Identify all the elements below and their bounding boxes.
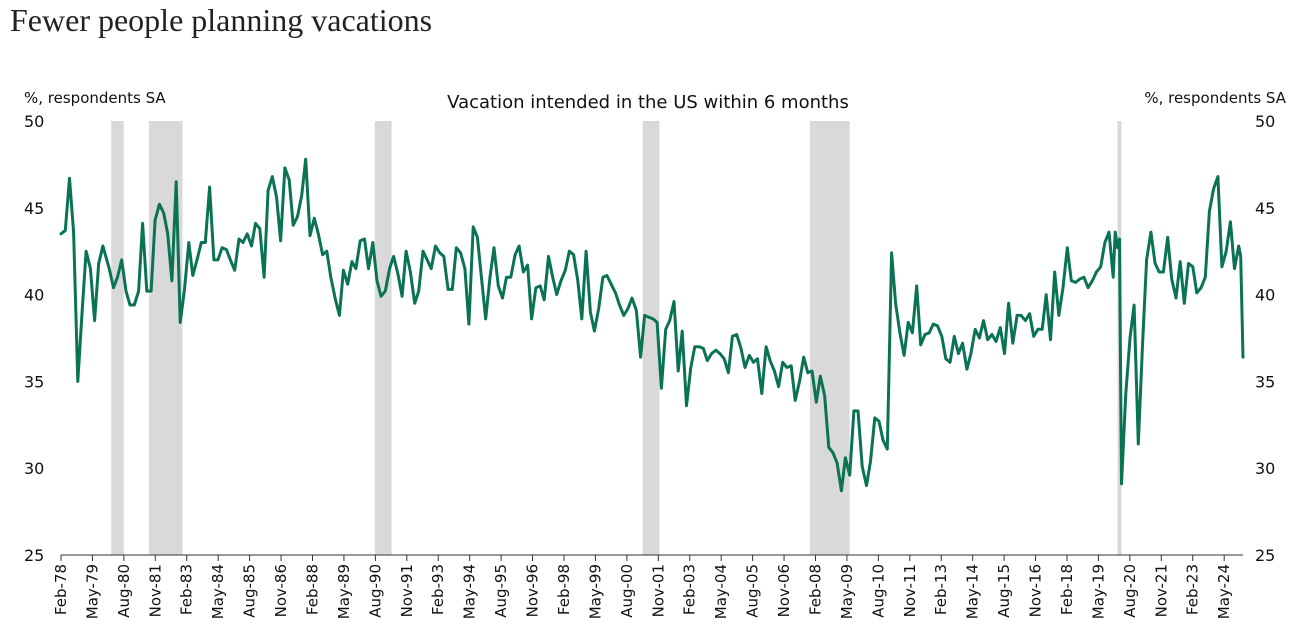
x-tick-label: Aug-85 — [241, 564, 259, 618]
x-tick-label: May-19 — [1089, 564, 1107, 619]
recession-band-4 — [642, 121, 660, 555]
x-tick-label: May-89 — [335, 564, 353, 619]
y-tick-right-50: 50 — [1255, 112, 1275, 131]
x-tick-label: Aug-80 — [115, 564, 133, 618]
left-axis-unit: %, respondents SA — [24, 89, 166, 107]
x-tick-label: Feb-13 — [932, 564, 950, 615]
x-tick-label: Nov-06 — [775, 564, 793, 617]
y-tick-left-25: 25 — [24, 546, 44, 565]
recession-band-1 — [111, 121, 124, 555]
y-tick-left-45: 45 — [24, 199, 44, 218]
x-tick-label: Nov-11 — [901, 564, 919, 617]
y-tick-left-40: 40 — [24, 286, 44, 305]
right-axis-unit: %, respondents SA — [1144, 89, 1286, 107]
x-tick-label: Aug-20 — [1121, 564, 1139, 618]
x-tick-label: May-94 — [461, 564, 479, 619]
y-tick-right-25: 25 — [1255, 546, 1275, 565]
x-tick-label: Feb-03 — [681, 564, 699, 615]
y-tick-right-45: 45 — [1255, 199, 1275, 218]
x-tick-label: Nov-81 — [146, 564, 164, 617]
y-tick-left-35: 35 — [24, 372, 44, 391]
x-tick-label: Aug-05 — [744, 564, 762, 618]
recession-band-5 — [810, 121, 850, 555]
x-tick-label: Aug-10 — [869, 564, 887, 618]
x-tick-label: Feb-23 — [1184, 564, 1202, 615]
recession-band-3 — [374, 121, 392, 555]
x-tick-label: May-14 — [964, 564, 982, 619]
x-tick-label: Nov-86 — [272, 564, 290, 617]
recession-bands — [111, 121, 1122, 555]
x-tick-label: Aug-15 — [995, 564, 1013, 618]
x-tick-label: Feb-18 — [1058, 564, 1076, 615]
y-tick-right-30: 30 — [1255, 459, 1275, 478]
x-tick-label: Aug-95 — [492, 564, 510, 618]
x-tick-label: Feb-93 — [429, 564, 447, 615]
x-tick-label: Feb-88 — [303, 564, 321, 615]
x-axis-ticks: Feb-78 May-79 Aug-80 Nov-81 Feb-83 May-84 Aug-… — [52, 555, 1233, 619]
chart-subtitle: Vacation intended in the US within 6 mon… — [447, 92, 849, 113]
chart-title: Fewer people planning vacations — [10, 2, 433, 38]
x-tick-label: Nov-21 — [1152, 564, 1170, 617]
x-tick-label: Nov-01 — [649, 564, 667, 617]
x-tick-label: May-99 — [586, 564, 604, 619]
y-tick-left-30: 30 — [24, 459, 44, 478]
x-tick-label: May-24 — [1215, 564, 1233, 619]
x-tick-label: Feb-98 — [555, 564, 573, 615]
series-line — [59, 157, 1245, 493]
y-tick-right-40: 40 — [1255, 286, 1275, 305]
x-tick-label: May-84 — [209, 564, 227, 619]
x-tick-label: Nov-16 — [1027, 564, 1045, 617]
y-tick-right-35: 35 — [1255, 372, 1275, 391]
x-tick-label: May-79 — [83, 564, 101, 619]
y-axis-ticks: 25 25 30 30 35 35 40 40 45 45 50 50 — [24, 112, 1275, 565]
x-tick-label: May-09 — [838, 564, 856, 619]
x-tick-label: Aug-00 — [618, 564, 636, 618]
x-tick-label: Nov-91 — [398, 564, 416, 617]
x-tick-label: Feb-08 — [806, 564, 824, 615]
x-tick-label: Nov-96 — [524, 564, 542, 617]
x-tick-label: Feb-83 — [178, 564, 196, 615]
x-tick-label: May-04 — [712, 564, 730, 619]
y-tick-left-50: 50 — [24, 112, 44, 131]
x-tick-label: Feb-78 — [52, 564, 70, 615]
x-tick-label: Aug-90 — [366, 564, 384, 618]
